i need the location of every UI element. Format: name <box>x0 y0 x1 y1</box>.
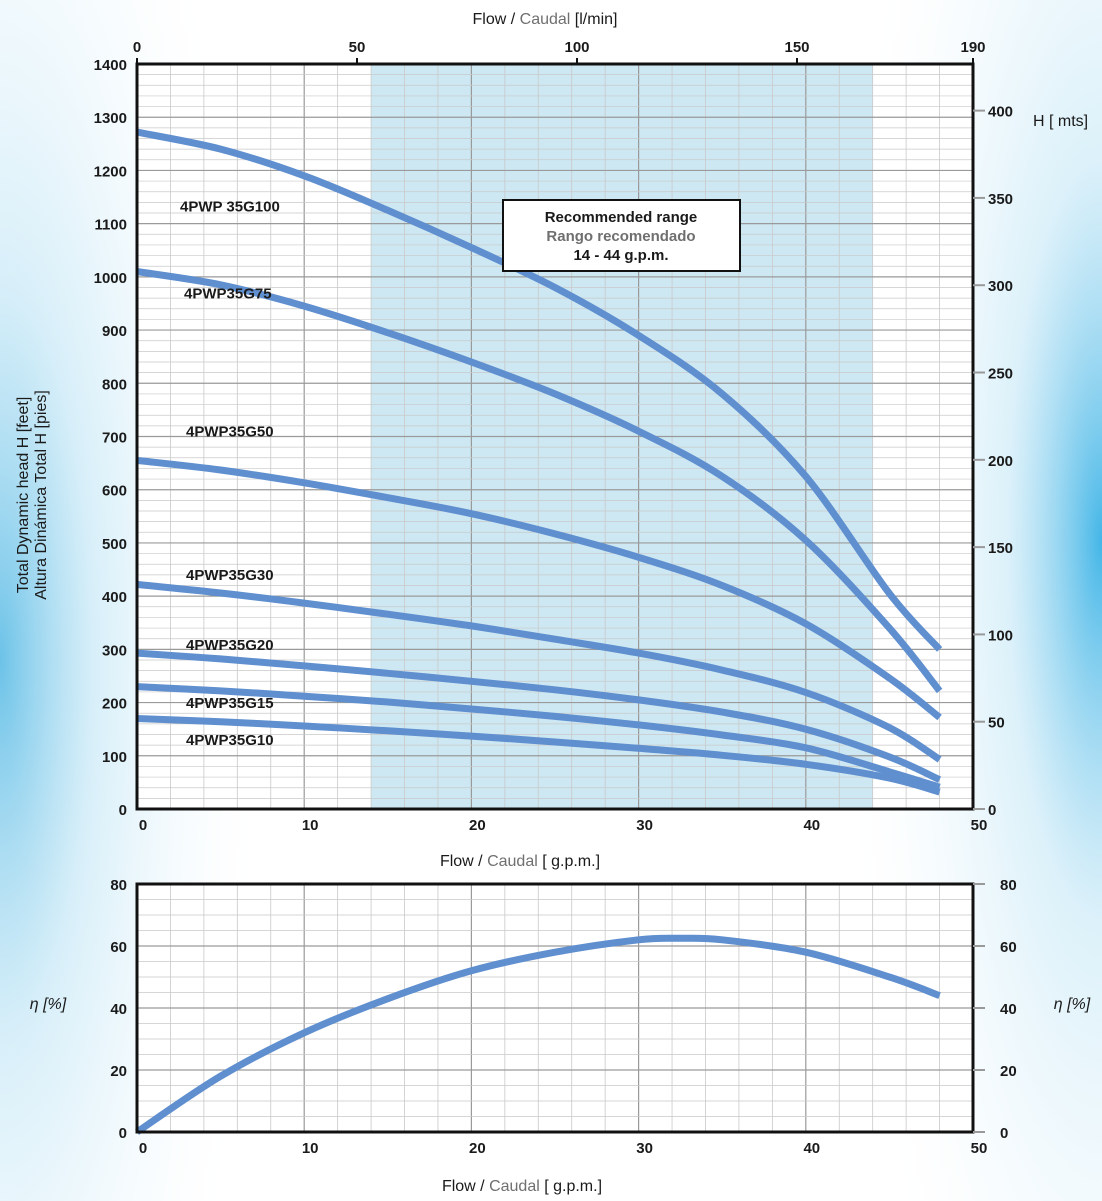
y-tick-label: 500 <box>102 536 127 553</box>
y-tick-label: 40 <box>110 1001 127 1018</box>
x2-tick-label: 100 <box>564 39 589 56</box>
head-flow-chart: 0 10 20 30 40 5001002003004005006007008009001… <box>15 11 1088 870</box>
series-line-6 <box>136 683 941 791</box>
series-label-3: 4PWP35G50 <box>186 424 274 441</box>
y-tick-label: 800 <box>102 376 127 393</box>
y-tick-label: 1000 <box>94 270 127 287</box>
y2-tick-label: 40 <box>1000 1001 1017 1018</box>
series-line-2 <box>136 268 943 694</box>
x-tick-label: 20 <box>469 817 486 834</box>
y-tick-label: 1400 <box>94 57 127 74</box>
y2-tick-label: 300 <box>988 278 1013 295</box>
y-tick-label: 1300 <box>94 110 127 127</box>
y2-tick-label: 0 <box>988 802 996 819</box>
efficiency-right-label: η [%] <box>1054 996 1091 1013</box>
tick-labels: 0 10 20 30 40 50 0 20 40 60 80 0 20 40 60 80 <box>110 877 1016 1157</box>
x-tick-label: 10 <box>302 1140 319 1157</box>
y-tick-label: 200 <box>102 696 127 713</box>
series-label-5: 4PWP35G20 <box>186 637 274 654</box>
y2-tick-label: 400 <box>988 104 1013 121</box>
efficiency-chart: 0 10 20 30 40 50 0 20 40 60 80 0 20 40 60 80 Flow / Cau… <box>30 877 1091 1195</box>
curves <box>135 934 941 1135</box>
series-label-7: 4PWP35G10 <box>186 732 274 749</box>
series-labels: 4PWP 35G100 4PWP35G75 4PWP35G50 4PWP35G30 4P… <box>180 198 280 749</box>
recommended-range-values: 14 - 44 g.p.m. <box>573 247 668 264</box>
y-tick-label: 300 <box>102 642 127 659</box>
y-tick-label: 20 <box>110 1063 127 1080</box>
x-tick-label: 50 <box>971 817 988 834</box>
x-tick-label: 40 <box>803 1140 820 1157</box>
y-tick-label: 100 <box>102 749 127 766</box>
y-tick-label: 0 <box>119 1125 127 1142</box>
series-line-7 <box>136 715 941 796</box>
y-tick-label: 400 <box>102 589 127 606</box>
y2-tick-label: 100 <box>988 627 1013 644</box>
y-tick-label: 0 <box>119 802 127 819</box>
y2-tick-label: 250 <box>988 366 1013 383</box>
x-tick-label: 10 <box>302 817 319 834</box>
series-label-6: 4PWP35G15 <box>186 695 274 712</box>
y2-tick-label: 80 <box>1000 877 1017 894</box>
recommended-label-es: Rango recomendado <box>546 228 695 245</box>
y-tick-label: 80 <box>110 877 127 894</box>
y2-tick-label: 60 <box>1000 939 1017 956</box>
left-axis-label-es: Altura Dinámica Total H [pies] <box>33 390 50 600</box>
y2-tick-label: 150 <box>988 540 1013 557</box>
series-line-1 <box>136 128 943 652</box>
x-tick-label: 40 <box>803 817 820 834</box>
x-tick-label: 20 <box>469 1140 486 1157</box>
series-line-3 <box>136 456 942 721</box>
x-tick-label: 0 <box>139 1140 147 1157</box>
efficiency-x-axis-label: Flow / Caudal [ g.p.m.] <box>442 1178 602 1195</box>
y-tick-label: 900 <box>102 323 127 340</box>
y2-tick-label: 350 <box>988 191 1013 208</box>
plot-frame <box>135 62 975 811</box>
recommended-label-en: Recommended range <box>545 209 698 226</box>
x2-tick-label: 0 <box>133 39 141 56</box>
y-tick-label: 1200 <box>94 163 127 180</box>
y2-tick-label: 0 <box>1000 1125 1008 1142</box>
right-axis-label: H [ mts] <box>1033 113 1088 130</box>
recommended-range-box: Recommended range Rango recomendado 14 -… <box>502 199 741 272</box>
x-tick-label: 0 <box>139 817 147 834</box>
series-label-1: 4PWP 35G100 <box>180 198 280 215</box>
series-line-1 <box>135 934 941 1135</box>
tick-labels: 0 10 20 30 40 5001002003004005006007008009001… <box>94 39 1013 834</box>
series-label-2: 4PWP35G75 <box>184 286 272 303</box>
y-tick-label: 60 <box>110 939 127 956</box>
series-label-4: 4PWP35G30 <box>186 567 274 584</box>
series-line-4 <box>136 580 942 763</box>
y-tick-label: 700 <box>102 430 127 447</box>
x2-tick-label: 190 <box>960 39 985 56</box>
y-tick-label: 1100 <box>94 217 127 234</box>
top-axis-label: Flow / Caudal [l/min] <box>473 11 618 28</box>
y2-tick-label: 20 <box>1000 1063 1017 1080</box>
curves <box>136 128 943 796</box>
x2-tick-label: 50 <box>349 39 366 56</box>
x2-tick-label: 150 <box>784 39 809 56</box>
left-axis-label-en: Total Dynamic head H [feet] <box>15 397 32 594</box>
y2-tick-label: 200 <box>988 453 1013 470</box>
y-tick-label: 600 <box>102 483 127 500</box>
y2-tick-label: 50 <box>988 715 1005 732</box>
efficiency-left-label: η [%] <box>30 996 67 1013</box>
x-tick-label: 30 <box>636 817 653 834</box>
x-tick-label: 50 <box>971 1140 988 1157</box>
series-line-5 <box>136 649 942 783</box>
bottom-axis-label: Flow / Caudal [ g.p.m.] <box>440 853 600 870</box>
x-tick-label: 30 <box>636 1140 653 1157</box>
